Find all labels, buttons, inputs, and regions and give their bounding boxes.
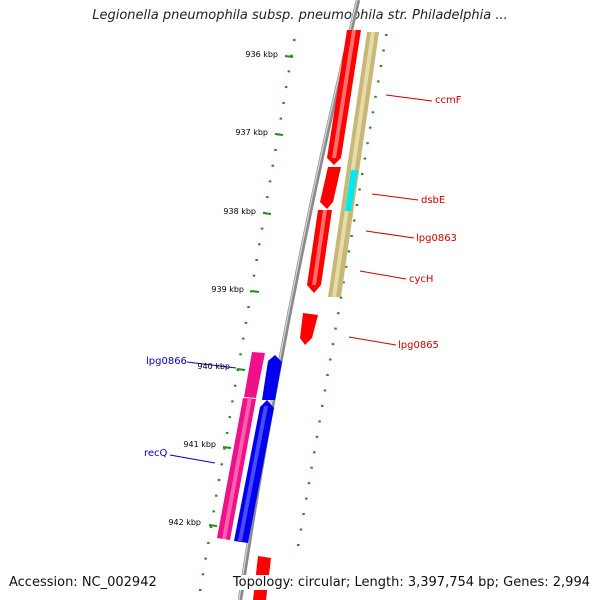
scale-label-936: 936 kbp bbox=[245, 50, 278, 59]
scale-label-942: 942 kbp bbox=[168, 518, 201, 527]
scale-dot bbox=[220, 463, 223, 466]
scale-dot bbox=[293, 39, 296, 41]
kbp-ticks bbox=[208, 55, 294, 527]
gene-lpg0866[interactable] bbox=[262, 355, 282, 400]
gene-label-lpg0863[interactable]: lpg0863 bbox=[416, 233, 457, 244]
scale-dot bbox=[358, 188, 361, 191]
scale-dot bbox=[199, 589, 202, 591]
scale-dot bbox=[231, 400, 234, 403]
scale-dot bbox=[345, 265, 348, 268]
scale-dot bbox=[339, 296, 343, 299]
scale-dot bbox=[321, 404, 324, 407]
scale-dot bbox=[290, 54, 293, 57]
scale-dot bbox=[268, 180, 272, 183]
scale-dot bbox=[347, 250, 351, 253]
scale-dot bbox=[313, 451, 316, 454]
scale-label-940: 940 kbp bbox=[197, 362, 230, 371]
scale-dot bbox=[342, 281, 345, 284]
scale-dot bbox=[266, 196, 269, 199]
scale-dot bbox=[363, 157, 367, 160]
gene-label-cycH[interactable]: cycH bbox=[409, 274, 433, 285]
scale-dot bbox=[371, 111, 375, 114]
scale-label-941: 941 kbp bbox=[183, 440, 216, 449]
scale-dot bbox=[369, 126, 372, 129]
scale-dot bbox=[337, 312, 340, 315]
gene-ccmF[interactable] bbox=[327, 30, 361, 165]
gene-recQ[interactable] bbox=[234, 400, 274, 543]
scale-dot bbox=[242, 337, 245, 340]
scale-dot bbox=[255, 259, 258, 261]
scale-dot bbox=[297, 544, 300, 546]
scale-label-939: 939 kbp bbox=[211, 285, 244, 294]
scale-dot bbox=[201, 573, 205, 576]
scale-dot bbox=[329, 358, 332, 361]
scale-dot bbox=[204, 557, 207, 560]
scale-dot bbox=[282, 101, 285, 104]
scale-dot bbox=[271, 164, 274, 167]
gene-cycH[interactable] bbox=[307, 210, 332, 293]
gene-label-recQ[interactable]: recQ bbox=[144, 448, 168, 459]
scale-dot bbox=[260, 227, 264, 230]
gc-content-track bbox=[328, 32, 379, 297]
scale-dot bbox=[350, 234, 353, 237]
scale-label-937: 937 kbp bbox=[235, 128, 268, 137]
scale-dot bbox=[279, 117, 283, 120]
map-title: Legionella pneumophila subsp. pneumophil… bbox=[92, 8, 508, 23]
scale-dot bbox=[233, 384, 237, 387]
scale-dot bbox=[318, 420, 321, 423]
scale-dot bbox=[217, 479, 221, 481]
scale-dot bbox=[355, 204, 359, 206]
scale-dot bbox=[209, 526, 213, 529]
scale-label-938: 938 kbp bbox=[223, 207, 256, 216]
gene-recQ-rna[interactable] bbox=[217, 398, 256, 540]
scale-dot bbox=[239, 353, 242, 356]
scale-dot bbox=[334, 327, 337, 330]
scale-dot bbox=[366, 142, 369, 145]
red-leader-lines bbox=[348, 94, 433, 346]
scale-dot bbox=[377, 80, 380, 83]
outer-scale-track bbox=[199, 39, 296, 591]
scale-dot bbox=[323, 389, 327, 392]
gene-label-lpg0866[interactable]: lpg0866 bbox=[146, 356, 187, 367]
scale-dot bbox=[258, 243, 261, 246]
scale-dot bbox=[310, 466, 313, 469]
scale-dot bbox=[287, 70, 291, 73]
scale-dot bbox=[331, 343, 335, 346]
gene-label-ccmF[interactable]: ccmF bbox=[435, 95, 462, 106]
gene-lpg0865[interactable] bbox=[300, 313, 318, 345]
topology-label: Topology: circular; Length: 3,397,754 bp… bbox=[229, 575, 590, 590]
scale-dot bbox=[223, 447, 226, 450]
blue-leader-lines bbox=[169, 361, 237, 464]
scale-dot bbox=[207, 541, 210, 544]
scale-dot bbox=[252, 274, 256, 277]
scale-dot bbox=[247, 306, 250, 309]
scale-dot bbox=[212, 510, 215, 513]
scale-dot bbox=[284, 86, 288, 89]
scale-dot bbox=[274, 149, 277, 151]
accession-label: Accession: NC_002942 bbox=[9, 575, 157, 590]
gene-label-lpg0865[interactable]: lpg0865 bbox=[398, 340, 439, 351]
scale-dot bbox=[228, 416, 231, 419]
gene-dsbE[interactable] bbox=[345, 170, 358, 211]
scale-dot bbox=[385, 34, 388, 36]
scale-dot bbox=[302, 513, 305, 516]
gene-lpg0863-a[interactable] bbox=[320, 167, 341, 209]
scale-dot bbox=[307, 482, 311, 485]
scale-dot bbox=[244, 321, 248, 324]
scale-dot bbox=[215, 494, 218, 497]
scale-dot bbox=[315, 435, 319, 438]
scale-dot bbox=[299, 528, 303, 531]
scale-dot bbox=[374, 95, 377, 98]
scale-dot bbox=[225, 431, 229, 434]
scale-dot bbox=[305, 497, 308, 500]
scale-dot bbox=[361, 173, 364, 176]
scale-dot bbox=[379, 64, 383, 67]
inner-scale-track bbox=[297, 34, 388, 546]
gene-label-dsbE[interactable]: dsbE bbox=[421, 195, 445, 206]
gene-lpg0866-rna[interactable] bbox=[244, 352, 265, 398]
scale-dot bbox=[353, 219, 356, 222]
scale-dot bbox=[326, 374, 329, 376]
scale-dot bbox=[382, 49, 385, 52]
